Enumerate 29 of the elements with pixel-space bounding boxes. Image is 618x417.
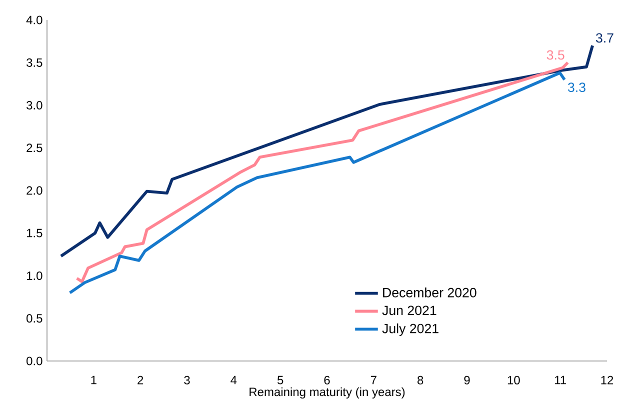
legend-label: December 2020	[383, 288, 476, 298]
x-tick-label: 1	[91, 376, 96, 384]
legend-label: July 2021	[382, 323, 438, 336]
x-tick-label: 3	[184, 376, 190, 384]
x-tick-label: 7	[370, 376, 376, 384]
x-tick-label: 10	[508, 376, 520, 384]
y-tick-label: 3.0	[26, 100, 42, 110]
x-tick-label: 6	[324, 376, 330, 384]
x-tick-label: 12	[601, 376, 614, 384]
y-tick-label: 0.5	[26, 314, 42, 323]
annotation: 3.5	[546, 50, 564, 60]
line-series	[60, 44, 594, 258]
x-tick-label: 9	[464, 376, 470, 384]
y-tick-label: 2.5	[26, 144, 42, 152]
y-tick-label: 4.0	[26, 16, 42, 24]
x-axis-title: Remaining maturity (in years)	[250, 387, 405, 399]
x-tick-label: 2	[138, 376, 144, 384]
x-tick-label: 5	[277, 376, 284, 384]
y-tick-label: 1.5	[26, 228, 42, 238]
y-tick-label: 0.0	[26, 356, 42, 366]
x-tick-label: 11	[555, 376, 566, 384]
legend-label: Jun 2021	[382, 306, 436, 316]
y-tick-label: 1.0	[26, 271, 42, 280]
y-tick-label: 2.0	[26, 186, 42, 195]
y-tick-label: 3.5	[26, 58, 42, 67]
x-tick-label: 4	[230, 376, 237, 384]
annotation: 3.3	[568, 82, 586, 92]
x-tick-label: 8	[418, 376, 424, 384]
annotation: 3.7	[596, 33, 614, 43]
